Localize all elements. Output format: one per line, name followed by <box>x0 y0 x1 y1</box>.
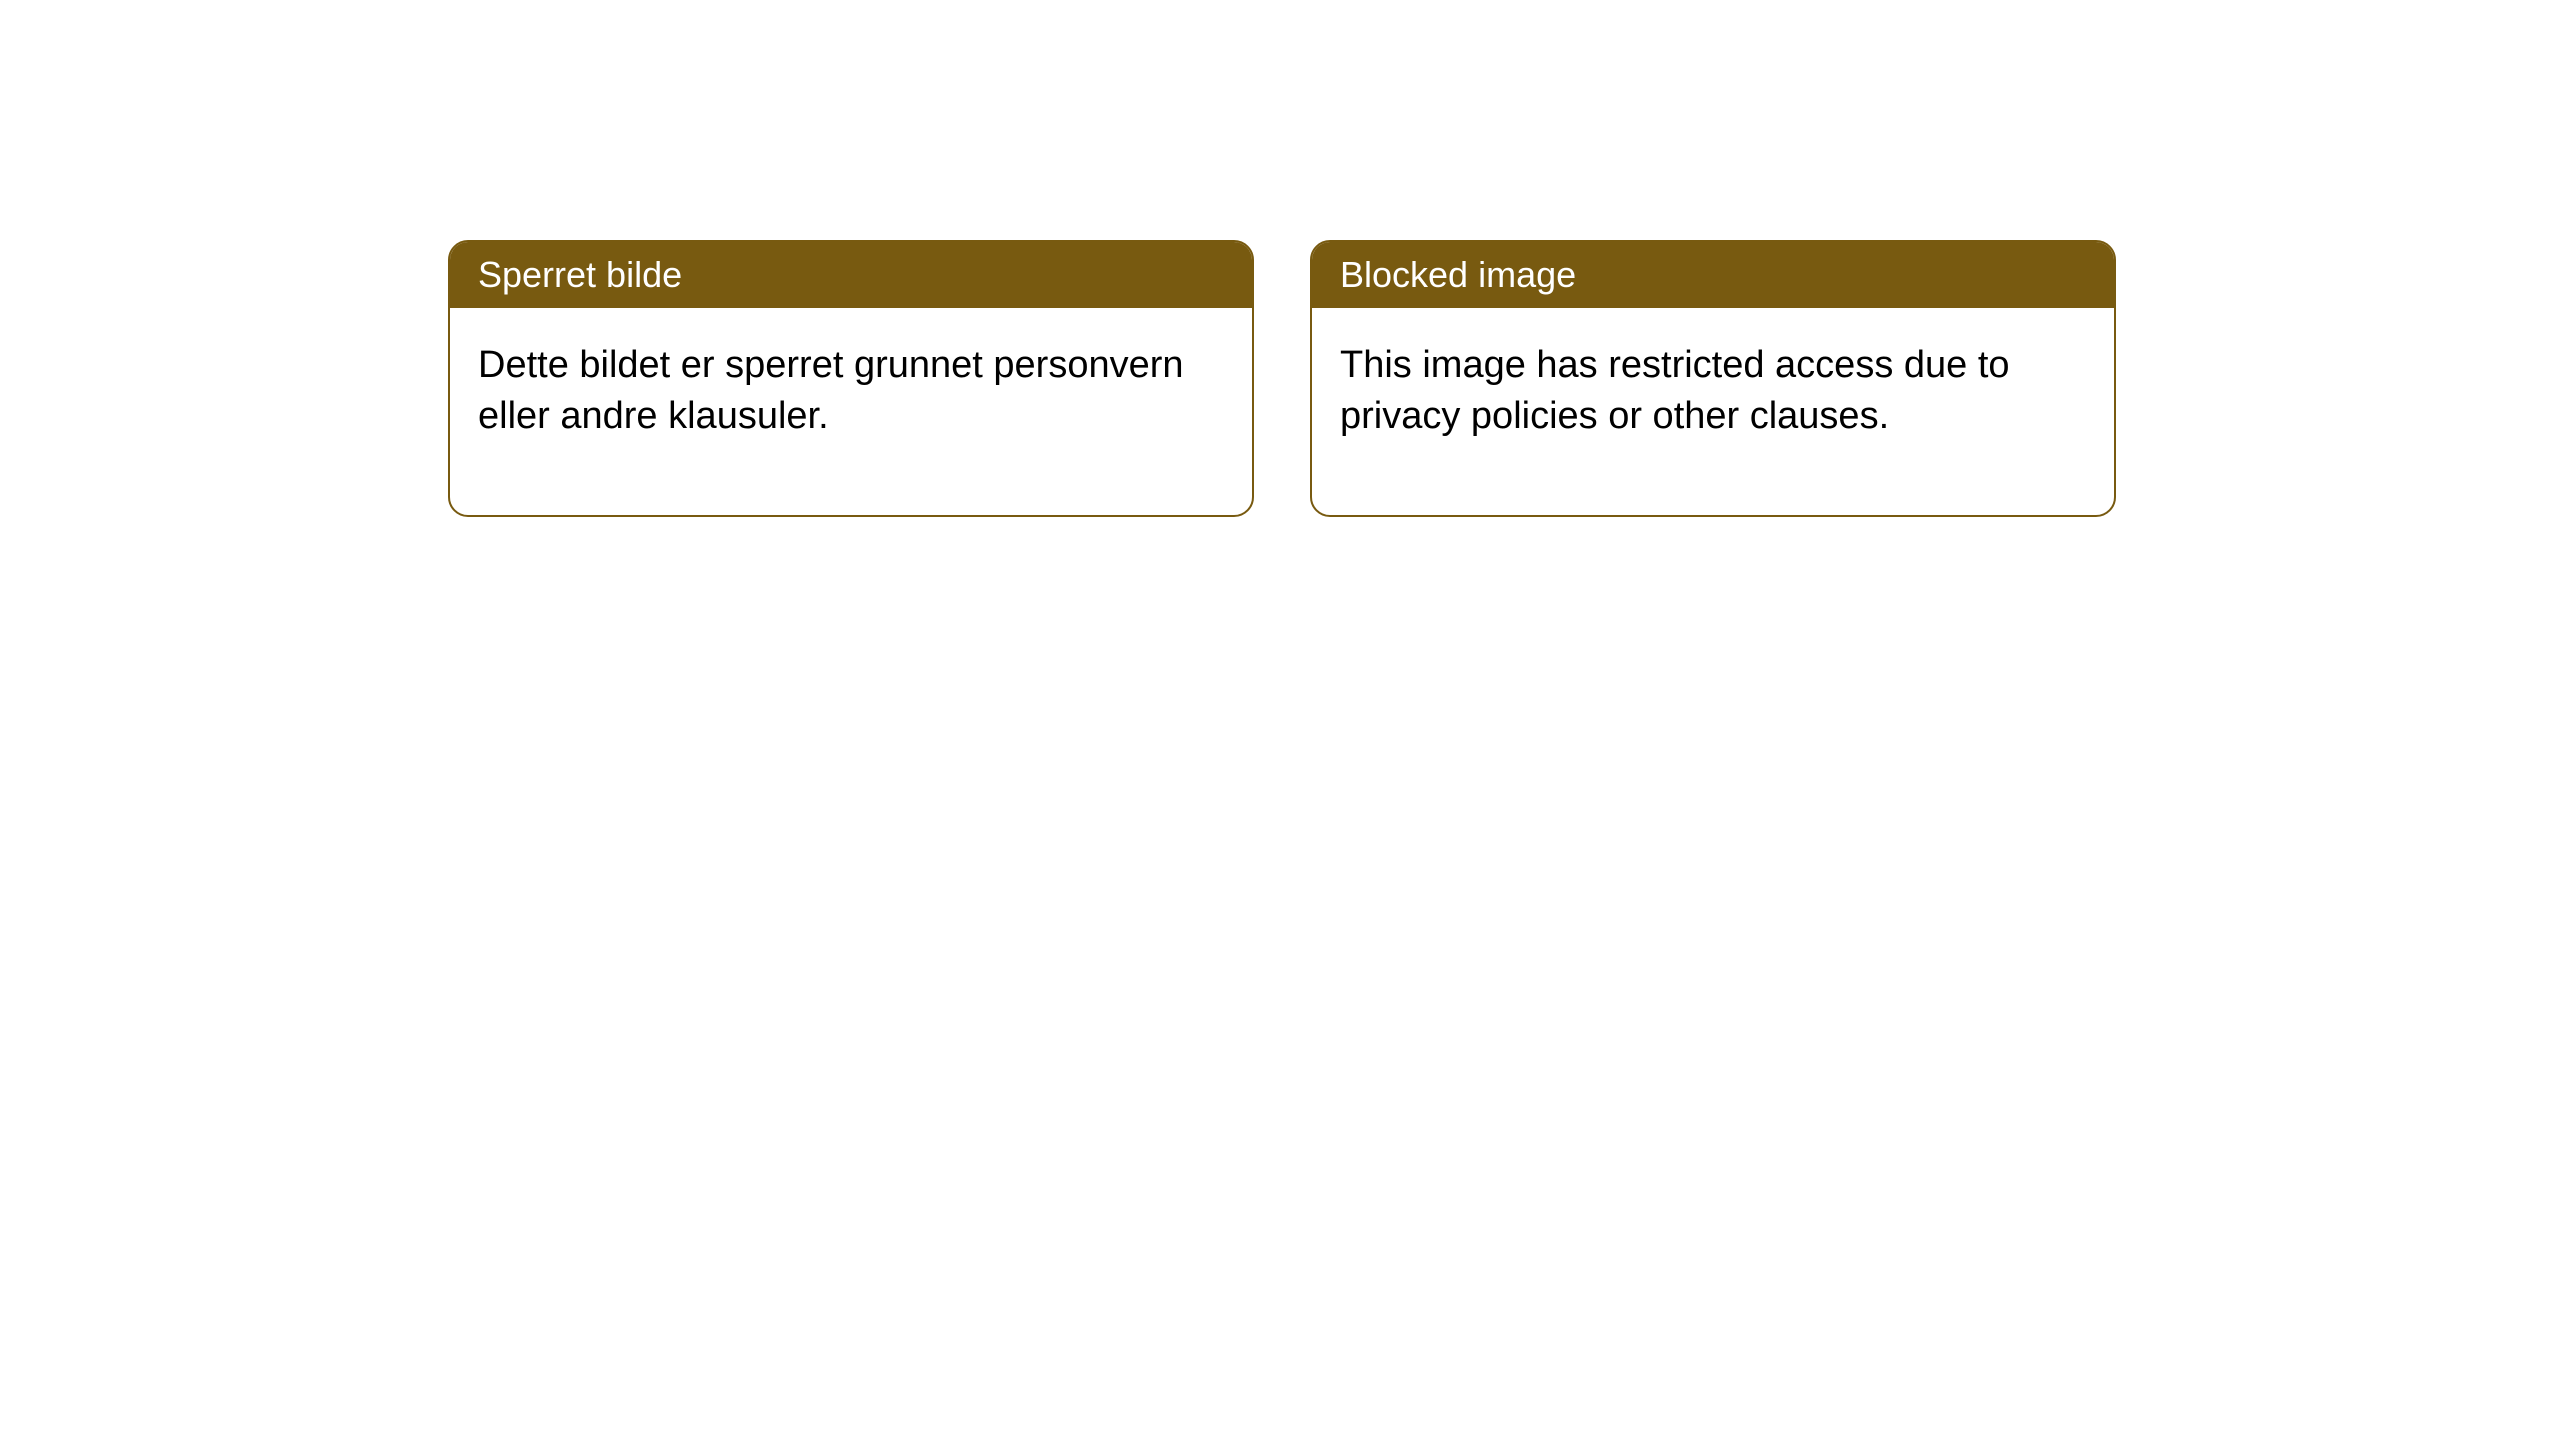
card-header: Blocked image <box>1312 242 2114 308</box>
notice-container: Sperret bilde Dette bildet er sperret gr… <box>0 0 2560 517</box>
notice-card-norwegian: Sperret bilde Dette bildet er sperret gr… <box>448 240 1254 517</box>
card-body: This image has restricted access due to … <box>1312 308 2114 515</box>
notice-card-english: Blocked image This image has restricted … <box>1310 240 2116 517</box>
card-header: Sperret bilde <box>450 242 1252 308</box>
card-body: Dette bildet er sperret grunnet personve… <box>450 308 1252 515</box>
